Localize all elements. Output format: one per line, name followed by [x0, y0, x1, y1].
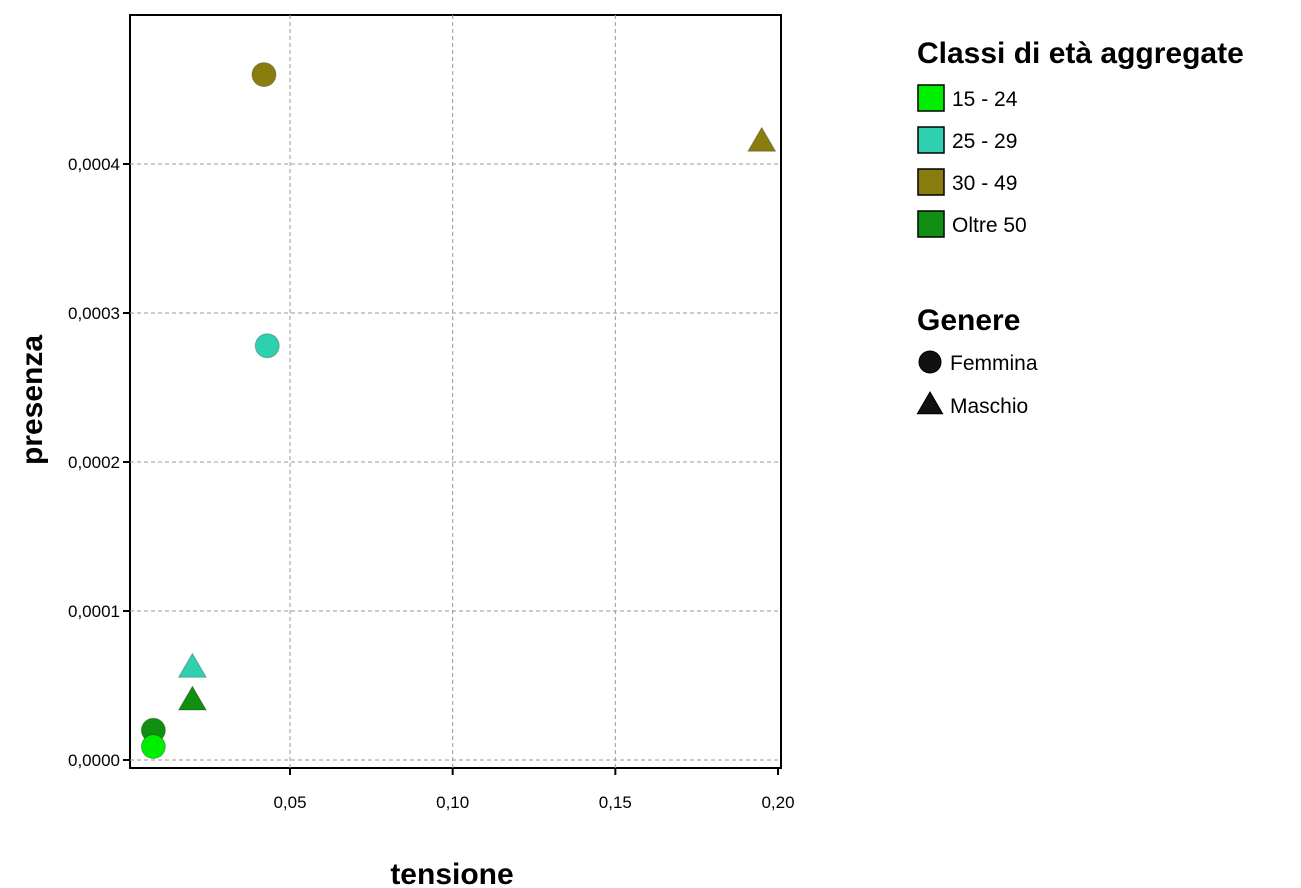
data-point-circle	[254, 333, 280, 359]
y-tick-label: 0,0004	[68, 155, 120, 174]
data-point-triangle	[177, 685, 208, 711]
legend-label: 25 - 29	[952, 130, 1017, 153]
legend-label: Oltre 50	[952, 214, 1027, 237]
plot-frame	[129, 14, 782, 769]
y-tick-label: 0,0000	[68, 751, 120, 770]
shape-legend-title: Genere	[917, 304, 1020, 337]
y-tick-label: 0,0002	[68, 453, 120, 472]
y-axis-ticks: 0,0000 0,0001 0,0002 0,0003 0,0004	[68, 155, 130, 770]
x-tick-label: 0,10	[436, 793, 469, 812]
data-point-circle	[251, 62, 277, 88]
grid-lines	[130, 15, 781, 768]
triangle-icon	[916, 391, 944, 415]
data-point-circle	[140, 734, 166, 760]
x-tick-label: 0,20	[761, 793, 794, 812]
legend: Classi di età aggregate 15 - 24 25 - 29 30…	[916, 37, 1244, 418]
data-point-triangle	[747, 126, 777, 152]
shape-legend-entries: Femmina Maschio	[916, 350, 1038, 418]
y-tick-label: 0,0001	[68, 602, 120, 621]
color-legend-title: Classi di età aggregate	[917, 37, 1244, 70]
data-points	[140, 62, 777, 760]
data-point-triangle	[177, 652, 208, 678]
legend-swatch	[917, 84, 945, 112]
legend-label: 15 - 24	[952, 88, 1018, 111]
legend-label: Maschio	[950, 395, 1028, 418]
legend-swatch	[917, 210, 945, 238]
circle-icon	[918, 350, 942, 374]
color-legend-entries: 15 - 24 25 - 29 30 - 49 Oltre 50	[917, 84, 1027, 238]
x-tick-label: 0,15	[599, 793, 632, 812]
legend-swatch	[917, 168, 945, 196]
x-axis-ticks: 0,05 0,10 0,15 0,20	[273, 768, 795, 812]
x-tick-label: 0,05	[273, 793, 306, 812]
y-tick-label: 0,0003	[68, 304, 120, 323]
plot-area: 0,05 0,10 0,15 0,20 0,00000,00010,00020,000…	[68, 14, 795, 812]
legend-label: 30 - 49	[952, 172, 1017, 195]
legend-label: Femmina	[950, 352, 1038, 375]
x-axis-title: tensione	[390, 858, 513, 888]
y-axis-title: presenza	[16, 335, 49, 465]
legend-swatch	[917, 126, 945, 154]
